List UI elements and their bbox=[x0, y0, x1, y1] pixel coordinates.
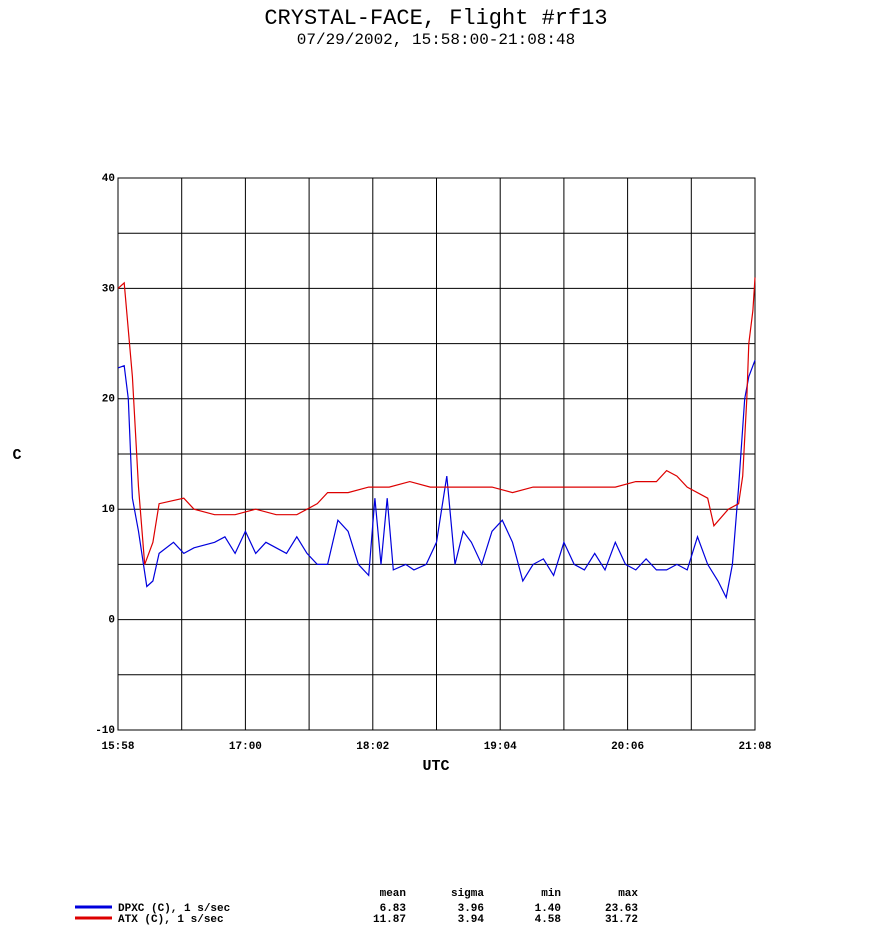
x-axis-label: UTC bbox=[422, 758, 449, 775]
stats-cell: 3.94 bbox=[458, 914, 485, 926]
stats-header: min bbox=[541, 888, 561, 900]
stats-header: max bbox=[618, 888, 638, 900]
y-tick-label: 40 bbox=[102, 173, 115, 185]
chart-title: CRYSTAL-FACE, Flight #rf13 bbox=[264, 6, 607, 31]
stats-cell: 11.87 bbox=[373, 914, 406, 926]
data-line bbox=[117, 359, 756, 600]
x-tick-label: 20:06 bbox=[611, 741, 644, 753]
stats-header: sigma bbox=[451, 888, 484, 900]
data-line bbox=[117, 277, 756, 565]
stats-header: mean bbox=[380, 888, 406, 900]
stats-cell: 4.58 bbox=[535, 914, 562, 926]
x-tick-label: 18:02 bbox=[356, 741, 389, 753]
x-tick-label: 21:08 bbox=[738, 741, 771, 753]
stats-cell: 3.96 bbox=[458, 903, 484, 915]
x-tick-label: 19:04 bbox=[484, 741, 517, 753]
plot-frame bbox=[117, 177, 756, 731]
y-tick-label: -10 bbox=[95, 725, 115, 737]
stats-cell: 6.83 bbox=[380, 903, 407, 915]
stats-cell: 1.40 bbox=[535, 903, 561, 915]
stats-cell: 31.72 bbox=[605, 914, 638, 926]
y-axis-label: C bbox=[12, 447, 21, 464]
y-tick-label: 20 bbox=[102, 394, 115, 406]
y-tick-label: 10 bbox=[102, 504, 115, 516]
x-tick-label: 17:00 bbox=[229, 741, 262, 753]
stats-cell: 23.63 bbox=[605, 903, 638, 915]
legend-label: DPXC (C), 1 s/sec bbox=[118, 903, 230, 915]
chart-subtitle: 07/29/2002, 15:58:00-21:08:48 bbox=[297, 31, 575, 49]
y-tick-label: 0 bbox=[108, 615, 115, 627]
legend-label: ATX (C), 1 s/sec bbox=[118, 914, 224, 926]
x-tick-label: 15:58 bbox=[101, 741, 134, 753]
y-tick-label: 30 bbox=[102, 283, 115, 295]
